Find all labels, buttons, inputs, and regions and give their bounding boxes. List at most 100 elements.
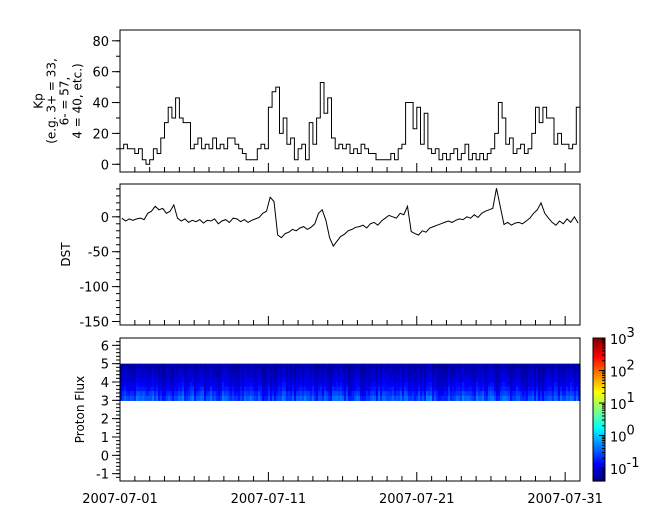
heatmap-cell <box>146 368 149 374</box>
heatmap-cell <box>196 363 199 369</box>
heatmap-cell <box>546 363 549 369</box>
heatmap-cell <box>388 382 391 388</box>
heatmap-cell <box>252 391 255 397</box>
heatmap-cell <box>494 391 497 397</box>
heatmap-cell <box>380 372 383 379</box>
heatmap-cell <box>322 363 325 369</box>
heatmap-cell <box>490 391 493 397</box>
heatmap-cell <box>434 391 437 397</box>
heatmap-cell <box>232 368 235 374</box>
heatmap-cell <box>326 377 329 383</box>
heatmap-cell <box>142 386 145 392</box>
heatmap-cell <box>240 372 243 379</box>
heatmap-cell <box>224 382 227 388</box>
heatmap-cell <box>330 386 333 392</box>
heatmap-cell <box>218 377 221 383</box>
heatmap-cell <box>294 382 297 388</box>
heatmap-cell <box>302 386 305 392</box>
heatmap-cell <box>276 395 279 401</box>
heatmap-cell <box>414 395 417 401</box>
heatmap-cell <box>454 368 457 374</box>
heatmap-cell <box>430 377 433 383</box>
y-tick-label: 3 <box>101 394 109 409</box>
colorbar-segment <box>593 443 605 446</box>
heatmap-cell <box>534 391 537 397</box>
heatmap-cell <box>226 382 229 388</box>
heatmap-cell <box>560 363 563 369</box>
heatmap-cell <box>220 368 223 374</box>
heatmap-cell <box>318 386 321 392</box>
heatmap-cell <box>362 382 365 388</box>
heatmap-cell <box>538 368 541 374</box>
heatmap-cell <box>508 391 511 397</box>
heatmap-cell <box>440 363 443 369</box>
heatmap-cell <box>404 395 407 401</box>
heatmap-cell <box>512 386 515 392</box>
heatmap-cell <box>148 395 151 401</box>
heatmap-cell <box>320 386 323 392</box>
heatmap-cell <box>296 377 299 383</box>
heatmap-cell <box>526 363 529 369</box>
heatmap-cell <box>422 382 425 388</box>
heatmap-cell <box>442 368 445 374</box>
heatmap-cell <box>274 386 277 392</box>
heatmap-cell <box>432 363 435 369</box>
heatmap-cell <box>218 395 221 401</box>
heatmap-cell <box>132 386 135 392</box>
heatmap-cell <box>550 382 553 388</box>
heatmap-cell <box>522 363 525 369</box>
heatmap-cell <box>246 395 249 401</box>
heatmap-cell <box>572 363 575 369</box>
heatmap-cell <box>378 395 381 401</box>
heatmap-cell <box>342 395 345 401</box>
heatmap-cell <box>188 395 191 401</box>
heatmap-cell <box>144 372 147 379</box>
heatmap-cell <box>378 391 381 397</box>
heatmap-cell <box>308 386 311 392</box>
colorbar-segment <box>593 465 605 468</box>
heatmap-cell <box>462 372 465 379</box>
colorbar-tick-label: 100 <box>610 424 635 446</box>
heatmap-cell <box>350 363 353 369</box>
heatmap-cell <box>568 372 571 379</box>
colorbar-segment <box>593 388 605 391</box>
heatmap-cell <box>244 391 247 397</box>
heatmap-cell <box>362 386 365 392</box>
heatmap-cell <box>364 363 367 369</box>
heatmap-cell <box>454 363 457 369</box>
heatmap-cell <box>182 395 185 401</box>
heatmap-cell <box>278 382 281 388</box>
heatmap-cell <box>502 395 505 401</box>
heatmap-cell <box>446 368 449 374</box>
heatmap-cell <box>576 368 579 374</box>
heatmap-cell <box>284 386 287 392</box>
heatmap-cell <box>196 391 199 397</box>
heatmap-cell <box>154 363 157 369</box>
heatmap-cell <box>174 391 177 397</box>
heatmap-cell <box>486 377 489 383</box>
heatmap-cell <box>500 395 503 401</box>
heatmap-cell <box>500 382 503 388</box>
heatmap-cell <box>244 386 247 392</box>
heatmap-cell <box>384 386 387 392</box>
heatmap-cell <box>138 377 141 383</box>
heatmap-cell <box>342 386 345 392</box>
heatmap-cell <box>430 391 433 397</box>
heatmap-cell <box>576 391 579 397</box>
heatmap-cell <box>230 377 233 383</box>
heatmap-cell <box>550 391 553 397</box>
heatmap-cell <box>414 386 417 392</box>
heatmap-cell <box>532 377 535 383</box>
heatmap-cell <box>376 377 379 383</box>
heatmap-cell <box>356 395 359 401</box>
heatmap-cell <box>378 386 381 392</box>
heatmap-cell <box>316 372 319 379</box>
heatmap-cell <box>544 363 547 369</box>
heatmap-cell <box>578 386 581 392</box>
heatmap-cell <box>294 386 297 392</box>
heatmap-cell <box>194 386 197 392</box>
heatmap-cell <box>160 395 163 401</box>
heatmap-cell <box>364 395 367 401</box>
heatmap-cell <box>438 372 441 379</box>
heatmap-cell <box>310 386 313 392</box>
